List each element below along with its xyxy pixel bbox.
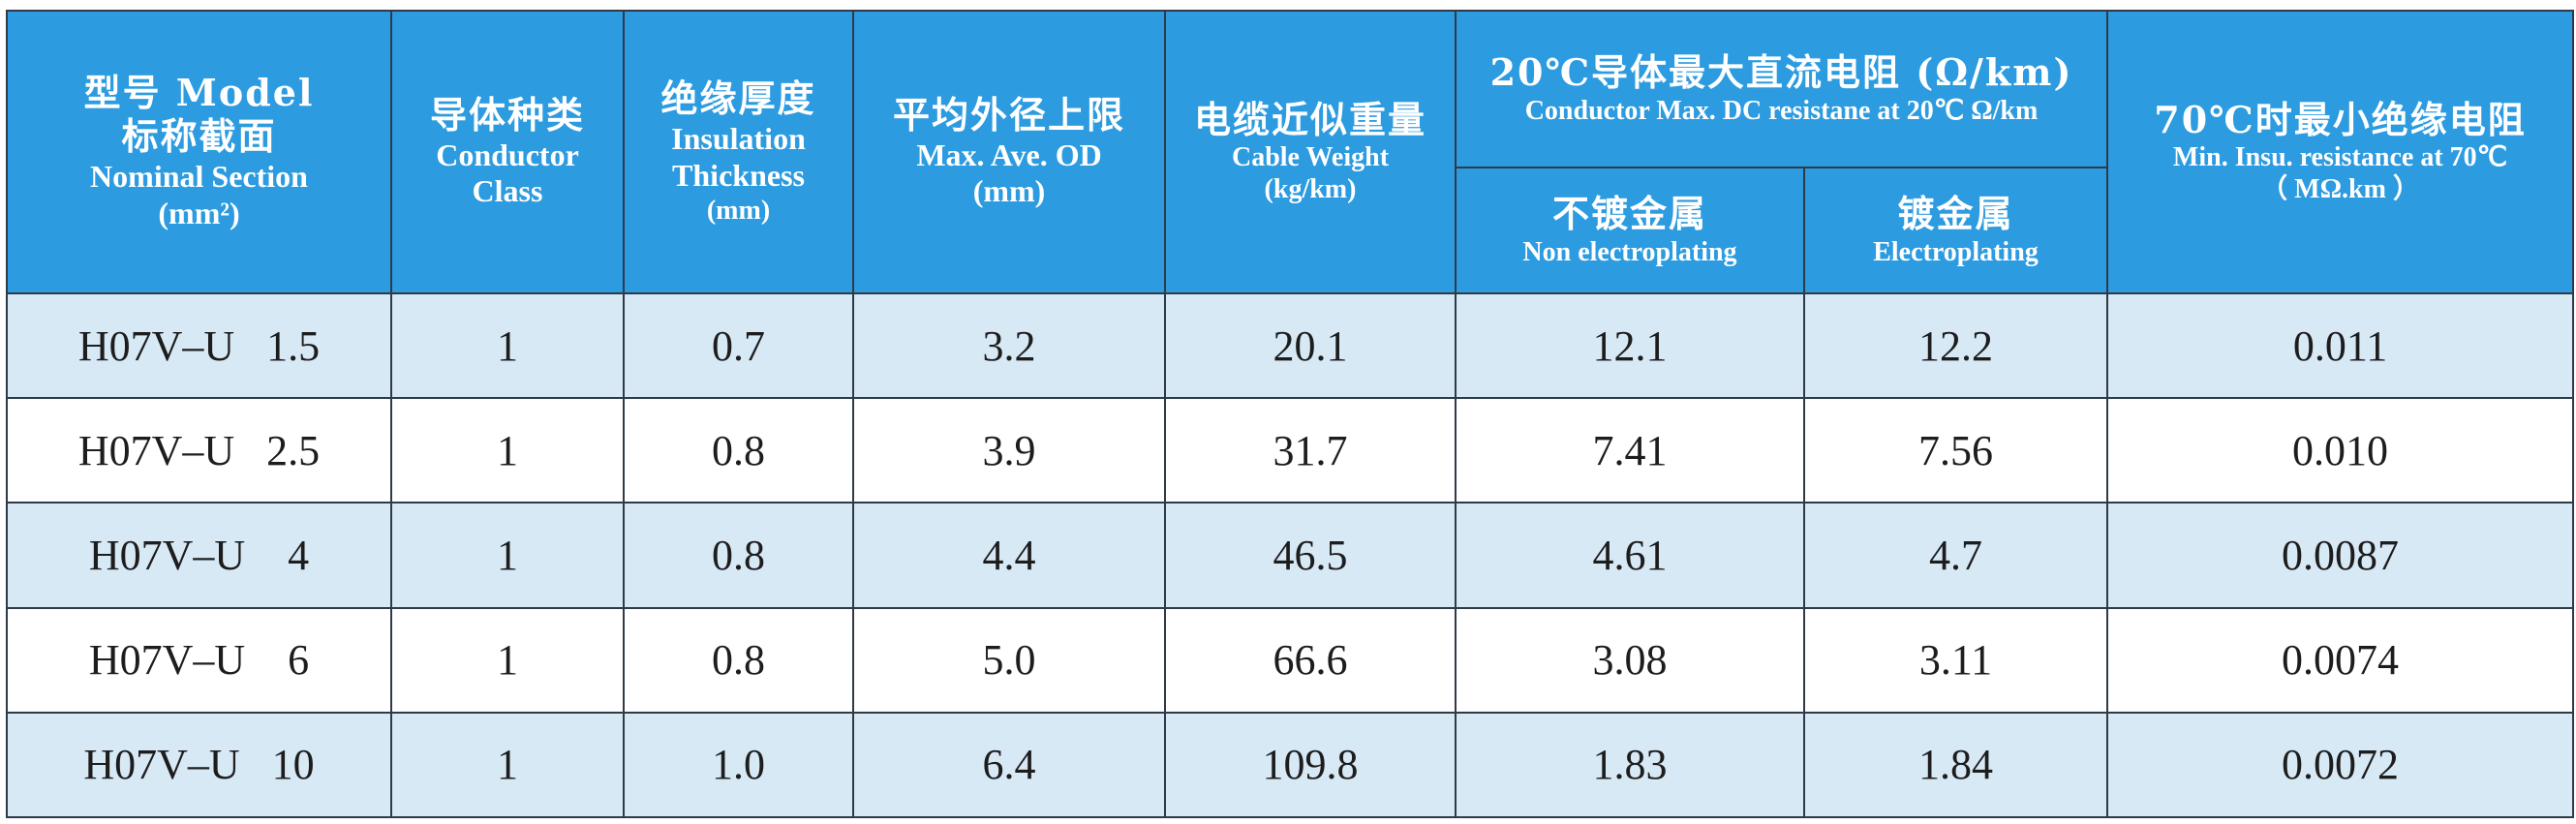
cell-insulation: 0.8 (623, 502, 854, 609)
cell-od: 6.4 (852, 711, 1166, 819)
header-model-zh2: 标称截面 (121, 114, 277, 159)
table-row: H07V–U 10 1 1.0 6.4 109.8 1.83 1.84 0.00… (6, 711, 2575, 819)
header-model-en: Nominal Section (90, 159, 308, 195)
cell-resistance-non: 12.1 (1455, 291, 1805, 400)
header-resistance: 20℃导体最大直流电阻 (Ω/km) Conductor Max. DC res… (1454, 10, 2109, 168)
header-model: 型号 Model 标称截面 Nominal Section (mm²) (6, 10, 392, 294)
cell-resistance-plated: 3.11 (1802, 606, 2109, 714)
header-conductor-class-en2: Class (472, 173, 543, 209)
cell-model: H07V–U 6 (6, 606, 392, 714)
header-insu-resistance-en: Min. Insu. resistance at 70℃ (2172, 142, 2508, 173)
cell-resistance-non: 4.61 (1455, 502, 1805, 609)
cell-resistance-non: 7.41 (1455, 397, 1805, 504)
header-non-electroplating-zh: 不镀金属 (1551, 192, 1707, 236)
cell-insu-resistance: 0.010 (2106, 397, 2575, 504)
cell-insulation: 0.7 (623, 291, 854, 400)
cell-resistance-plated: 7.56 (1802, 397, 2109, 504)
header-weight-zh: 电缆近似重量 (1193, 97, 1426, 141)
header-electroplating-zh: 镀金属 (1897, 192, 2014, 236)
cell-insulation: 1.0 (623, 711, 854, 819)
cell-weight: 31.7 (1164, 397, 1457, 504)
header-od-unit: (mm) (972, 173, 1046, 209)
cell-resistance-non: 1.83 (1455, 711, 1805, 819)
header-insu-resistance-unit: （ MΩ.km ） (2260, 174, 2420, 205)
table-row: H07V–U 4 1 0.8 4.4 46.5 4.61 4.7 0.0087 (6, 502, 2575, 609)
cell-model: H07V–U 4 (6, 502, 392, 609)
cell-class: 1 (390, 291, 625, 400)
header-conductor-class-en1: Conductor (436, 137, 579, 172)
cell-weight: 66.6 (1164, 606, 1457, 714)
cell-resistance-plated: 1.84 (1802, 711, 2109, 819)
cell-od: 5.0 (852, 606, 1166, 714)
header-insulation-en1: Insulation (671, 121, 806, 157)
cell-od: 3.2 (852, 291, 1166, 400)
header-insulation-unit: (mm) (706, 195, 771, 226)
cell-od: 4.4 (852, 502, 1166, 609)
header-od-zh: 平均外径上限 (892, 92, 1125, 137)
cable-spec-table-container: 型号 Model 标称截面 Nominal Section (mm²) 导体种类… (6, 10, 2575, 819)
cell-model: H07V–U 2.5 (6, 397, 392, 504)
table-row: H07V–U 2.5 1 0.8 3.9 31.7 7.41 7.56 0.01… (6, 397, 2575, 504)
table-body: H07V–U 1.5 1 0.7 3.2 20.1 12.1 12.2 0.01… (6, 291, 2575, 819)
cell-model: H07V–U 10 (6, 711, 392, 819)
table-row: H07V–U 6 1 0.8 5.0 66.6 3.08 3.11 0.0074 (6, 606, 2575, 714)
header-insu-resistance-zh: 70℃时最小绝缘电阻 (2154, 97, 2527, 141)
header-insulation-zh: 绝缘厚度 (660, 76, 816, 121)
header-resistance-zh: 20℃导体最大直流电阻 (Ω/km) (1489, 50, 2073, 95)
header-non-electroplating: 不镀金属 Non electroplating (1455, 167, 1805, 294)
cell-class: 1 (390, 397, 625, 504)
cell-model: H07V–U 1.5 (6, 291, 392, 400)
header-weight-en: Cable Weight (1231, 142, 1390, 173)
header-insulation-en2: Thickness (672, 157, 805, 193)
header-insu-resistance: 70℃时最小绝缘电阻 Min. Insu. resistance at 70℃ … (2106, 10, 2575, 294)
header-weight-unit: (kg/km) (1264, 174, 1357, 205)
cell-class: 1 (390, 502, 625, 609)
header-electroplating: 镀金属 Electroplating (1802, 167, 2109, 294)
cell-resistance-plated: 4.7 (1802, 502, 2109, 609)
header-od: 平均外径上限 Max. Ave. OD (mm) (852, 10, 1166, 294)
cell-od: 3.9 (852, 397, 1166, 504)
cell-class: 1 (390, 606, 625, 714)
header-conductor-class-zh: 导体种类 (429, 92, 585, 137)
header-model-zh-en: 型号 Model (83, 71, 315, 115)
cell-insu-resistance: 0.0074 (2106, 606, 2575, 714)
header-conductor-class: 导体种类 Conductor Class (390, 10, 625, 294)
table-header: 型号 Model 标称截面 Nominal Section (mm²) 导体种类… (6, 10, 2575, 294)
cell-insulation: 0.8 (623, 397, 854, 504)
cell-weight: 46.5 (1164, 502, 1457, 609)
header-od-en: Max. Ave. OD (916, 137, 1102, 172)
table-row: H07V–U 1.5 1 0.7 3.2 20.1 12.1 12.2 0.01… (6, 291, 2575, 400)
cell-weight: 109.8 (1164, 711, 1457, 819)
header-model-unit: (mm²) (158, 195, 240, 230)
header-weight: 电缆近似重量 Cable Weight (kg/km) (1164, 10, 1457, 294)
cell-insu-resistance: 0.0087 (2106, 502, 2575, 609)
cell-weight: 20.1 (1164, 291, 1457, 400)
header-non-electroplating-en: Non electroplating (1522, 236, 1737, 267)
header-resistance-en: Conductor Max. DC resistane at 20℃ Ω/km (1524, 95, 2039, 126)
cell-insu-resistance: 0.0072 (2106, 711, 2575, 819)
cable-spec-table: 型号 Model 标称截面 Nominal Section (mm²) 导体种类… (6, 10, 2575, 819)
header-electroplating-en: Electroplating (1873, 236, 2039, 267)
cell-resistance-non: 3.08 (1455, 606, 1805, 714)
cell-resistance-plated: 12.2 (1802, 291, 2109, 400)
cell-insulation: 0.8 (623, 606, 854, 714)
cell-insu-resistance: 0.011 (2106, 291, 2575, 400)
header-insulation: 绝缘厚度 Insulation Thickness (mm) (623, 10, 854, 294)
cell-class: 1 (390, 711, 625, 819)
